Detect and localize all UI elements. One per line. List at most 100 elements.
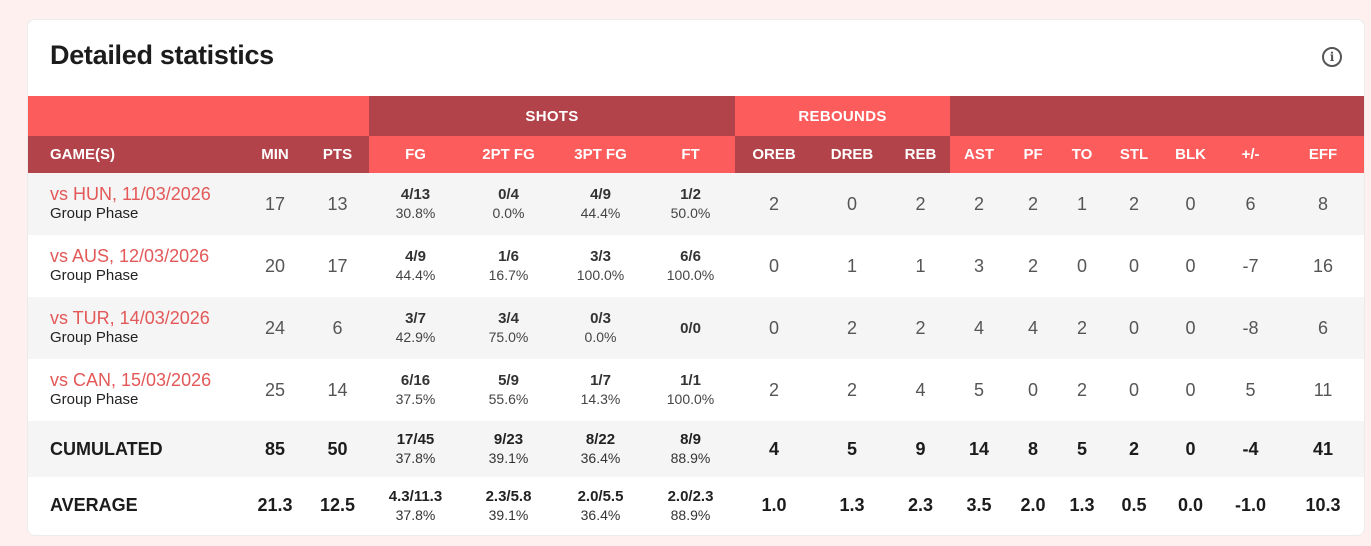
- shot-made-attempted: 1/7: [590, 372, 611, 389]
- shot-percentage: 39.1%: [488, 450, 529, 466]
- reb-cell: 9: [891, 421, 951, 477]
- total-label: CUMULATED: [28, 421, 244, 477]
- shot-cell: 3/7 42.9%: [369, 297, 462, 359]
- shot-cell: 3/4 75.0%: [462, 297, 555, 359]
- shot-percentage: 16.7%: [488, 267, 529, 283]
- col-header-stl: STL: [1106, 136, 1163, 173]
- pf-cell: 0: [1008, 359, 1059, 421]
- pf-cell: 4: [1008, 297, 1059, 359]
- stats-body: vs HUN, 11/03/2026 Group Phase 17 13 4/13 30.…: [28, 173, 1364, 534]
- shot-percentage: 0.0%: [492, 205, 525, 221]
- shot-percentage: 44.4%: [395, 267, 436, 283]
- ast-cell: 4: [950, 297, 1009, 359]
- shot-percentage: 37.8%: [395, 506, 436, 523]
- shot-cell: 4.3/11.3 37.8%: [369, 477, 462, 534]
- min-cell: 20: [244, 235, 306, 297]
- shot-cell: 6/16 37.5%: [369, 359, 462, 421]
- eff-cell: 8: [1282, 173, 1364, 235]
- game-link[interactable]: vs CAN, 15/03/2026: [50, 370, 212, 390]
- stl-cell: 2: [1106, 173, 1163, 235]
- game-phase: Group Phase: [50, 267, 139, 284]
- shot-percentage: 100.0%: [666, 391, 715, 407]
- col-header-fg: FG: [369, 136, 462, 173]
- shot-made-attempted: 6/6: [680, 248, 701, 265]
- shot-made-attempted: 0/3: [590, 310, 611, 327]
- plus-minus-cell: -8: [1219, 297, 1283, 359]
- shot-made-attempted: 3/3: [590, 248, 611, 265]
- game-row: vs TUR, 14/03/2026 Group Phase 24 6 3/7 42.9%…: [28, 297, 1364, 359]
- shot-made-attempted: 17/45: [396, 431, 435, 448]
- shot-cell: 0/0: [646, 297, 735, 359]
- stl-cell: 0: [1106, 359, 1163, 421]
- ast-cell: 3.5: [950, 477, 1009, 534]
- dreb-cell: 5: [813, 421, 891, 477]
- game-link[interactable]: vs TUR, 14/03/2026: [50, 308, 210, 328]
- game-link[interactable]: vs HUN, 11/03/2026: [50, 184, 211, 204]
- shot-made-attempted: 1/6: [498, 248, 519, 265]
- col-header-ast: AST: [950, 136, 1009, 173]
- shot-cell: 17/45 37.8%: [369, 421, 462, 477]
- game-phase: Group Phase: [50, 329, 139, 346]
- shot-cell: 8/9 88.9%: [646, 421, 735, 477]
- game-cell: vs AUS, 12/03/2026 Group Phase: [28, 235, 244, 297]
- dreb-cell: 2: [813, 359, 891, 421]
- game-phase: Group Phase: [50, 391, 139, 408]
- cumulated-row: CUMULATED 85 50 17/45 37.8% 9/23 39.1% 8/22 36.4…: [28, 421, 1364, 477]
- shot-made-attempted: 5/9: [498, 372, 519, 389]
- col-header-plus-minus: +/-: [1219, 136, 1283, 173]
- pts-cell: 17: [306, 235, 369, 297]
- reb-cell: 1: [891, 235, 951, 297]
- to-cell: 1: [1058, 173, 1107, 235]
- oreb-cell: 1.0: [735, 477, 813, 534]
- to-cell: 2: [1058, 359, 1107, 421]
- shot-cell: 1/7 14.3%: [555, 359, 646, 421]
- game-link[interactable]: vs AUS, 12/03/2026: [50, 246, 210, 266]
- shot-percentage: 37.5%: [395, 391, 436, 407]
- col-header-ft: FT: [646, 136, 735, 173]
- shot-percentage: 39.1%: [488, 506, 529, 523]
- col-header-games: GAME(S): [28, 136, 244, 173]
- ast-cell: 2: [950, 173, 1009, 235]
- oreb-cell: 2: [735, 359, 813, 421]
- min-cell: 25: [244, 359, 306, 421]
- blk-cell: 0: [1162, 235, 1220, 297]
- shot-made-attempted: 2.3/5.8: [485, 487, 532, 505]
- group-header-shots: SHOTS: [369, 96, 735, 136]
- pf-cell: 2: [1008, 235, 1059, 297]
- shot-percentage: 0.0%: [584, 329, 617, 345]
- shot-percentage: 36.4%: [580, 450, 621, 466]
- eff-cell: 16: [1282, 235, 1364, 297]
- pf-cell: 8: [1008, 421, 1059, 477]
- col-header-eff: EFF: [1282, 136, 1364, 173]
- shot-cell: 8/22 36.4%: [555, 421, 646, 477]
- plus-minus-cell: -7: [1219, 235, 1283, 297]
- shot-made-attempted: 8/22: [585, 431, 616, 448]
- min-cell: 17: [244, 173, 306, 235]
- shot-cell: 4/13 30.8%: [369, 173, 462, 235]
- blk-cell: 0: [1162, 359, 1220, 421]
- ast-cell: 5: [950, 359, 1009, 421]
- game-phase: Group Phase: [50, 205, 139, 222]
- shot-percentage: 42.9%: [395, 329, 436, 345]
- game-cell: vs HUN, 11/03/2026 Group Phase: [28, 173, 244, 235]
- shot-percentage: 100.0%: [666, 267, 715, 283]
- shot-percentage: 44.4%: [580, 205, 621, 221]
- pts-cell: 14: [306, 359, 369, 421]
- oreb-cell: 2: [735, 173, 813, 235]
- group-header-blank: [28, 96, 369, 136]
- shot-percentage: 30.8%: [395, 205, 436, 221]
- total-label: AVERAGE: [28, 477, 244, 534]
- col-header-min: MIN: [244, 136, 306, 173]
- game-cell: vs TUR, 14/03/2026 Group Phase: [28, 297, 244, 359]
- shot-percentage: 88.9%: [670, 506, 711, 523]
- reb-cell: 2.3: [891, 477, 951, 534]
- col-header-pf: PF: [1008, 136, 1059, 173]
- info-icon[interactable]: i: [1322, 47, 1342, 67]
- eff-cell: 41: [1282, 421, 1364, 477]
- dreb-cell: 0: [813, 173, 891, 235]
- shot-cell: 2.0/5.5 36.4%: [555, 477, 646, 534]
- col-header-dreb: DREB: [813, 136, 891, 173]
- shot-made-attempted: 1/1: [680, 372, 701, 389]
- ast-cell: 14: [950, 421, 1009, 477]
- shot-made-attempted: 4/9: [405, 248, 426, 265]
